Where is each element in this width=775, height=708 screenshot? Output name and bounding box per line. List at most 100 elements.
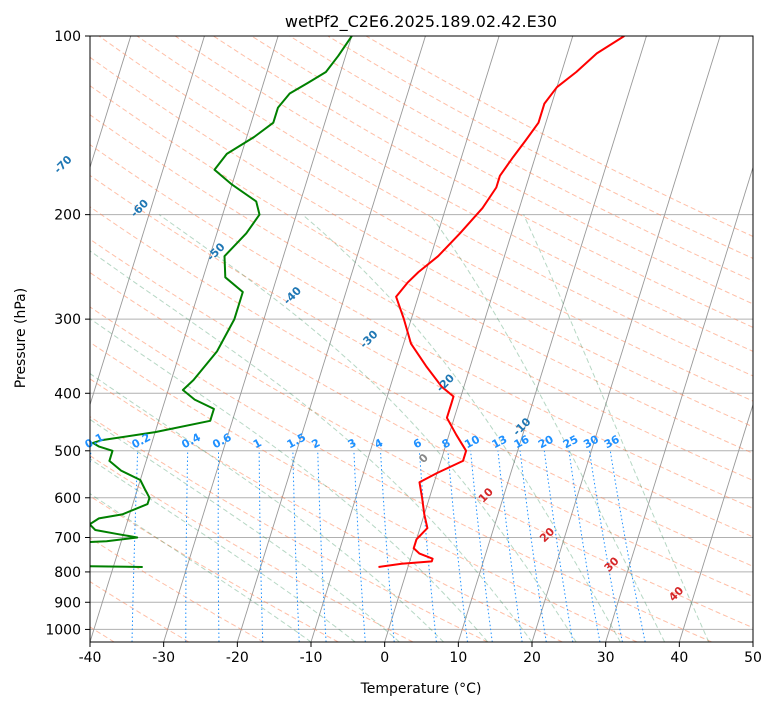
mixing-ratio-label: 13 <box>490 433 510 452</box>
moist-adiabat-line <box>429 214 666 642</box>
dry-adiabat-line <box>251 36 753 305</box>
x-tick-label: -30 <box>152 650 175 666</box>
y-tick-label: 900 <box>54 595 81 611</box>
mixing-ratio-line <box>447 450 468 642</box>
dry-adiabat-line <box>90 341 638 642</box>
dry-adiabat-line <box>90 85 753 454</box>
moist-adiabat-line <box>90 458 356 642</box>
mixing-ratio-line <box>317 450 327 642</box>
mixing-ratio-line <box>185 450 189 642</box>
dry-adiabat-line <box>90 238 753 598</box>
mixing-ratio-line <box>217 450 220 642</box>
dry-adiabat-line <box>90 144 753 509</box>
moist-adiabat-line <box>90 250 533 642</box>
mixing-ratio-line <box>131 450 139 642</box>
isotherm-line <box>236 36 426 642</box>
moist-adiabat-line <box>90 493 312 642</box>
moist-adiabat-line <box>158 214 577 642</box>
y-tick-label: 100 <box>54 29 81 45</box>
moist-adiabat-line <box>90 318 489 642</box>
dry-adiabat-line <box>90 306 712 642</box>
x-tick-label: 0 <box>380 650 389 666</box>
y-tick-label: 700 <box>54 531 81 547</box>
dry-adiabat-line <box>90 537 264 642</box>
mixing-ratio-label: 1.5 <box>285 431 308 452</box>
mixing-ratio-label: 20 <box>536 432 556 451</box>
mixing-ratio-line <box>353 450 366 642</box>
x-tick-label: 40 <box>670 650 688 666</box>
isotherm-line <box>90 36 205 407</box>
dry-adiabat-label: -60 <box>128 196 151 219</box>
moist-adiabat-line <box>523 214 710 642</box>
mixing-ratio-label: 25 <box>561 433 581 452</box>
dry-adiabat-label: 0 <box>416 451 431 466</box>
isotherm-line <box>90 36 132 169</box>
y-tick-label: 300 <box>54 312 81 328</box>
moist-adiabat-line <box>302 214 621 642</box>
dry-adiabat-label: -40 <box>281 284 304 307</box>
x-tick-label: 30 <box>597 650 615 666</box>
y-axis-title: Pressure (hPa) <box>13 288 29 388</box>
dry-adiabat-line <box>90 416 488 642</box>
mixing-ratio-line <box>258 450 264 642</box>
mixing-ratio-line <box>609 450 646 642</box>
line-label-layer: 0.10.20.40.611.52346810131620253036-100-… <box>51 153 686 604</box>
y-tick-label: 800 <box>54 565 81 581</box>
dry-adiabat-line <box>90 206 753 567</box>
dewpoint-profile-line <box>90 36 353 568</box>
x-tick-label: -10 <box>300 650 323 666</box>
mixing-ratio-label: 10 <box>462 432 482 451</box>
x-tick-label: 50 <box>744 650 762 666</box>
y-tick-label: 500 <box>54 444 81 460</box>
dry-adiabat-line <box>90 114 753 481</box>
dry-adiabat-label: -30 <box>357 328 380 351</box>
dry-adiabat-line <box>98 36 753 402</box>
mixing-ratio-line <box>543 450 574 642</box>
isotherm-line <box>752 640 753 642</box>
grid-layer <box>90 36 753 642</box>
mixing-ratio-label: 36 <box>602 432 622 451</box>
mixing-ratio-line <box>470 450 493 642</box>
mixing-ratio-label: 8 <box>440 436 453 451</box>
isotherm-line <box>605 165 753 642</box>
mixing-ratio-label: 4 <box>372 436 385 451</box>
x-tick-label: -20 <box>226 650 249 666</box>
isotherm-line <box>457 36 647 642</box>
temperature-profile-line <box>378 36 625 568</box>
x-tick-label: 20 <box>523 650 541 666</box>
isotherm-line <box>90 36 279 642</box>
dry-adiabat-line <box>90 455 414 642</box>
mixing-ratio-line <box>380 450 395 642</box>
x-tick-label: 10 <box>449 650 467 666</box>
isotherm-line <box>531 36 721 642</box>
isotherm-line <box>163 36 353 642</box>
dry-adiabat-line <box>90 581 190 642</box>
y-tick-label: 400 <box>54 386 81 402</box>
dry-adiabat-line <box>90 495 339 642</box>
mixing-ratio-label: 0.6 <box>210 431 234 452</box>
mixing-ratio-label: 30 <box>581 432 601 451</box>
dry-adiabat-label: -70 <box>51 153 74 176</box>
mixing-ratio-line <box>497 450 523 642</box>
dry-adiabat-line <box>136 36 753 377</box>
dry-adiabat-label: 40 <box>666 584 686 604</box>
isotherm-line <box>384 36 574 642</box>
dry-adiabat-label: -10 <box>510 415 533 438</box>
mixing-ratio-line <box>292 450 300 642</box>
x-tick-label: -40 <box>79 650 102 666</box>
dry-adiabat-line <box>90 56 753 428</box>
moist-adiabat-line <box>90 418 400 642</box>
dry-adiabat-line <box>90 174 753 538</box>
dry-adiabat-line <box>365 36 753 237</box>
plot-frame <box>89 35 754 643</box>
dry-adiabat-line <box>90 378 563 642</box>
dry-adiabat-line <box>90 271 753 629</box>
chart-title: wetPf2_C2E6.2025.189.02.42.E30 <box>285 12 557 32</box>
series-layer <box>90 36 625 568</box>
mixing-ratio-label: 3 <box>346 436 359 451</box>
isotherm-line <box>678 403 753 642</box>
mixing-ratio-label: 16 <box>512 432 532 451</box>
mixing-ratio-label: 1 <box>251 436 264 451</box>
y-tick-label: 600 <box>54 491 81 507</box>
